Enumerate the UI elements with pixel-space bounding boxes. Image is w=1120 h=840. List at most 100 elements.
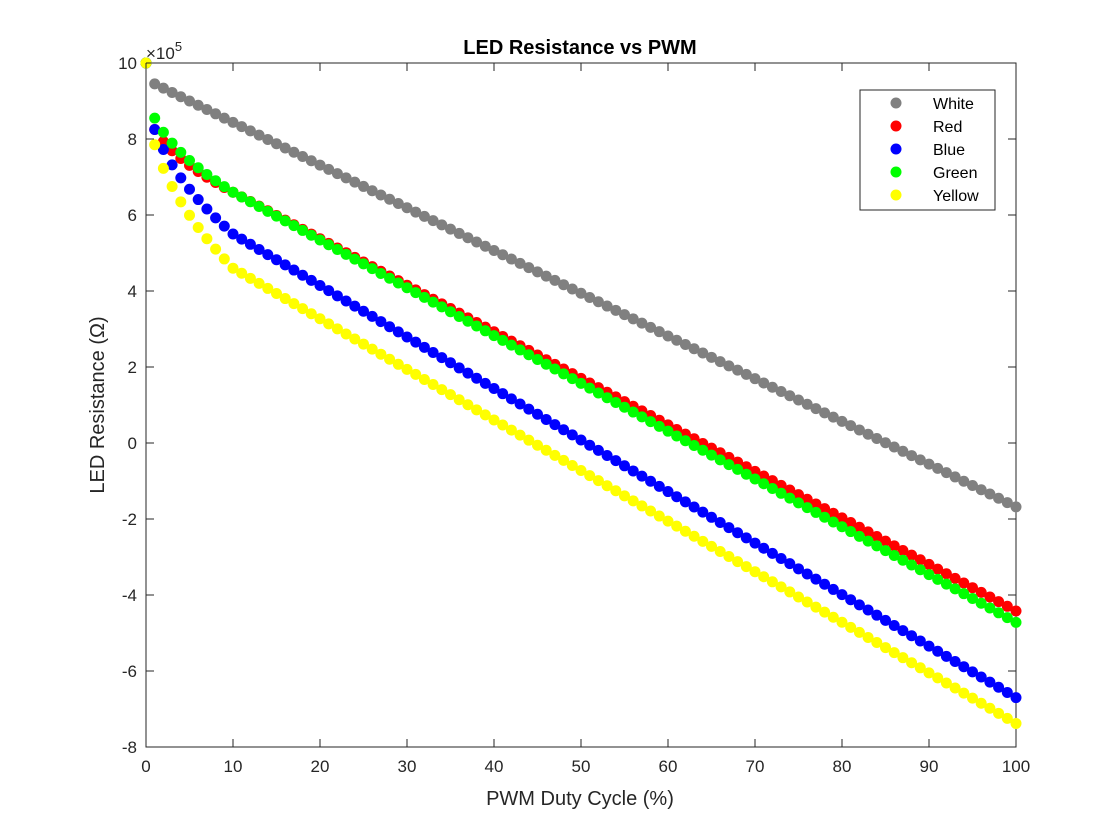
data-point: [940, 677, 952, 689]
data-point: [166, 86, 178, 98]
data-point: [967, 692, 978, 704]
data-point: [392, 277, 404, 289]
data-point: [218, 181, 230, 193]
data-point: [1001, 612, 1013, 624]
legend: White Red Blue Green Yellow: [859, 89, 996, 211]
data-point: [993, 707, 1005, 719]
data-point: [479, 409, 491, 421]
data-point: [566, 459, 578, 471]
data-point: [984, 676, 996, 688]
data-point: [453, 362, 465, 374]
data-point: [897, 445, 909, 457]
data-point: [505, 339, 517, 351]
data-point: [888, 619, 900, 631]
data-point: [923, 640, 935, 652]
data-point: [592, 387, 604, 399]
data-point: [505, 393, 517, 405]
data-point: [297, 303, 309, 315]
data-point: [1001, 712, 1013, 724]
data-point: [975, 586, 987, 598]
data-point: [897, 652, 909, 664]
data-point: [166, 137, 178, 149]
data-point: [688, 343, 700, 355]
data-point: [523, 349, 535, 361]
data-point: [662, 330, 674, 342]
data-point: [218, 112, 230, 124]
data-point: [784, 484, 796, 496]
data-point: [297, 224, 309, 236]
y-tick-label: -4: [122, 586, 137, 605]
data-point: [862, 428, 874, 440]
data-point: [192, 99, 204, 111]
data-point: [305, 229, 317, 241]
data-point: [366, 310, 378, 322]
data-point: [819, 511, 831, 523]
data-point: [462, 232, 474, 244]
data-point: [175, 91, 187, 103]
data-point: [984, 602, 996, 614]
data-point: [384, 193, 396, 205]
data-point: [271, 210, 282, 222]
data-point: [340, 172, 352, 184]
data-point: [871, 531, 883, 543]
data-point: [993, 492, 1005, 504]
data-point: [592, 475, 604, 487]
y-exponent-base: ×10: [146, 44, 175, 63]
data-point: [401, 363, 413, 375]
data-point: [993, 596, 1005, 608]
data-point: [940, 578, 952, 590]
data-point: [784, 492, 796, 504]
data-point: [880, 437, 891, 449]
data-point: [758, 377, 770, 389]
data-point: [1001, 497, 1013, 509]
data-point: [184, 95, 195, 107]
data-point: [410, 206, 422, 218]
data-point: [749, 473, 761, 485]
plot-points: [140, 57, 1022, 729]
y-tick-label: 0: [128, 434, 137, 453]
data-point: [201, 203, 213, 215]
data-point: [166, 159, 178, 171]
data-point: [462, 315, 474, 327]
data-point: [418, 210, 430, 222]
data-point: [349, 253, 361, 265]
data-point: [575, 465, 587, 477]
data-point: [201, 104, 213, 116]
data-point: [201, 233, 213, 245]
data-point: [575, 377, 587, 389]
data-point: [549, 419, 561, 431]
data-point: [914, 454, 926, 466]
data-point: [236, 267, 248, 279]
y-tick-label: -6: [122, 662, 137, 681]
data-point: [766, 475, 778, 487]
data-point: [149, 124, 161, 135]
data-point: [331, 168, 343, 180]
data-point: [175, 172, 187, 184]
data-point: [723, 551, 735, 563]
data-point: [488, 383, 500, 395]
data-point: [610, 397, 622, 409]
data-point: [514, 257, 526, 269]
data-point: [871, 432, 883, 444]
x-tick-label: 60: [659, 757, 678, 776]
data-point: [227, 186, 239, 198]
data-point: [1010, 605, 1022, 617]
data-point: [688, 530, 700, 542]
data-point: [801, 596, 813, 608]
data-point: [384, 321, 396, 333]
data-point: [653, 326, 665, 338]
data-point: [157, 144, 169, 156]
data-point: [523, 434, 535, 446]
data-point: [358, 338, 369, 350]
legend-marker-yellow: [890, 189, 902, 201]
data-point: [967, 592, 978, 604]
data-point: [645, 475, 657, 487]
data-point: [410, 368, 422, 380]
data-point: [923, 569, 935, 581]
data-point: [592, 444, 604, 456]
data-point: [175, 146, 187, 158]
data-point: [540, 358, 552, 370]
x-tick-label: 70: [746, 757, 765, 776]
legend-marker-white: [890, 97, 902, 109]
data-point: [558, 368, 570, 380]
